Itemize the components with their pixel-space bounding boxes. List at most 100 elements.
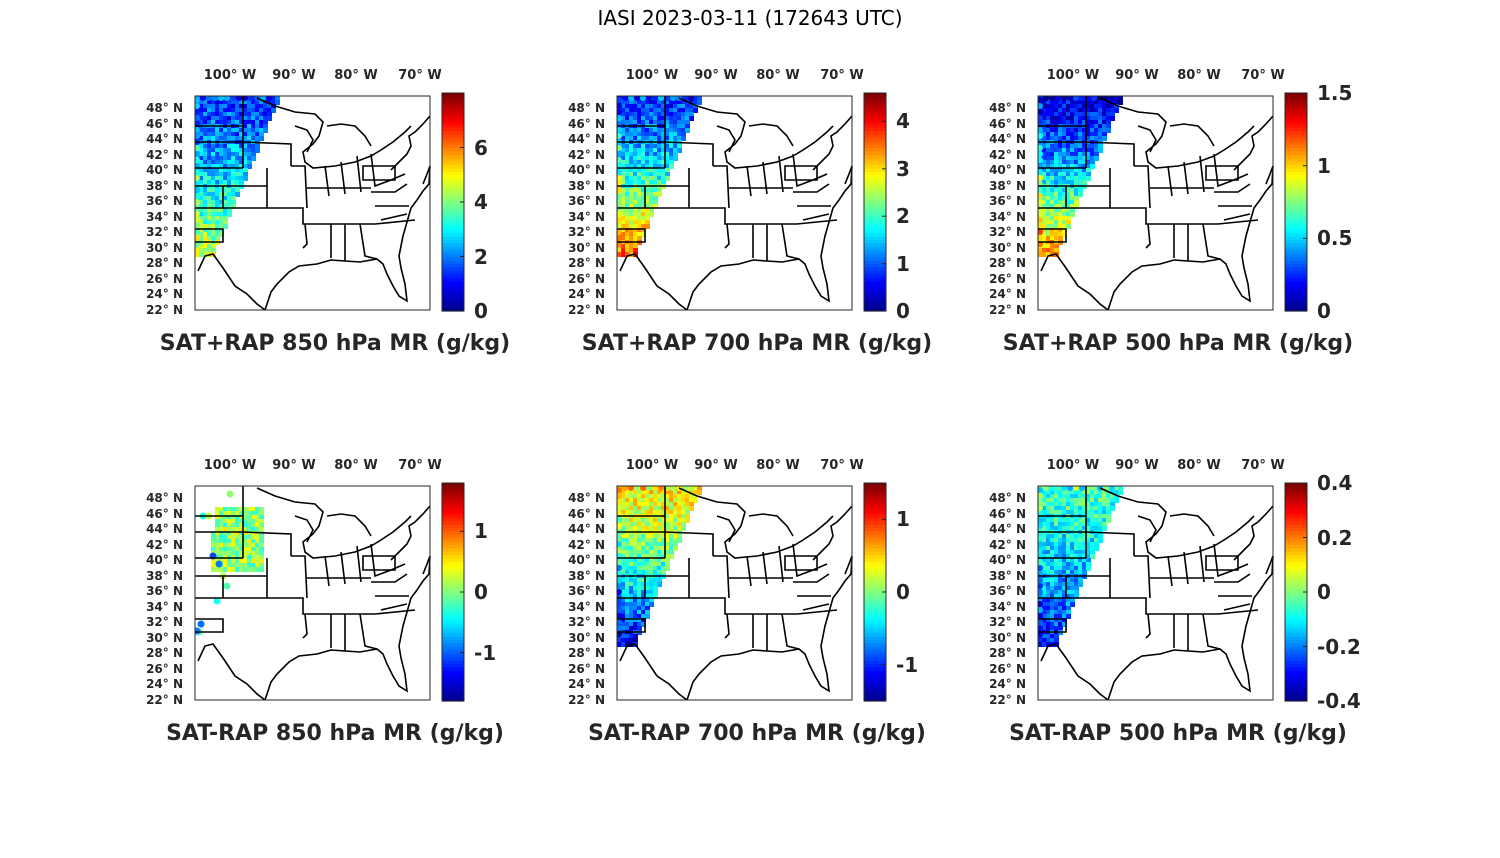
- swath-pixel: [641, 220, 646, 225]
- swath-pixel: [1102, 526, 1107, 531]
- swath-pixel: [665, 538, 670, 543]
- colorbar-step: [1285, 643, 1307, 648]
- swath-pixel: [677, 104, 682, 109]
- lat-tick-label: 44° N: [568, 132, 605, 147]
- swath-pixel: [669, 490, 674, 495]
- swath-pixel: [657, 116, 662, 121]
- edge-point: [617, 559, 622, 565]
- swath-pixel: [231, 507, 236, 512]
- swath-pixel: [211, 112, 216, 117]
- colorbar-step: [864, 232, 886, 237]
- swath-pixel: [665, 160, 670, 165]
- swath-pixel: [665, 566, 670, 571]
- swath-pixel: [231, 152, 236, 157]
- swath-data: [1038, 486, 1123, 647]
- swath-pixel: [215, 539, 220, 544]
- swath-pixel: [219, 104, 224, 109]
- colorbar-tick-label: 2: [474, 244, 488, 269]
- swath-pixel: [661, 120, 666, 125]
- swath-pixel: [649, 506, 654, 511]
- colorbar-step: [442, 140, 464, 145]
- swath-pixel: [227, 128, 232, 133]
- swath-pixel: [1054, 144, 1059, 149]
- edge-point: [195, 223, 200, 229]
- swath-pixel: [653, 494, 658, 499]
- colorbar-step: [1285, 116, 1307, 121]
- swath-pixel: [657, 570, 662, 575]
- swath-pixel: [223, 563, 228, 568]
- edge-point: [1038, 127, 1043, 133]
- swath-pixel: [255, 112, 260, 117]
- colorbar-step: [864, 229, 886, 234]
- swath-pixel: [625, 494, 630, 499]
- swath-pixel: [661, 156, 666, 161]
- swath-pixel: [1038, 248, 1043, 253]
- swath-pixel: [621, 506, 626, 511]
- colorbar-step: [442, 246, 464, 251]
- edge-point: [617, 601, 622, 607]
- swath-pixel: [1050, 546, 1055, 551]
- edge-point: [1091, 96, 1097, 101]
- swath-pixel: [203, 100, 208, 105]
- swath-pixel: [199, 204, 204, 209]
- swath-pixel: [1058, 228, 1063, 233]
- swath-pixel: [207, 216, 212, 221]
- swath-pixel: [653, 562, 658, 567]
- swath-pixel: [1050, 570, 1055, 575]
- swath-pixel: [621, 550, 626, 555]
- edge-point: [1038, 97, 1043, 103]
- lat-tick-label: 46° N: [146, 116, 183, 131]
- swath-pixel: [641, 188, 646, 193]
- lon-tick-label: 100° W: [203, 458, 257, 473]
- swath-pixel: [633, 244, 638, 249]
- swath-pixel: [1066, 506, 1071, 511]
- swath-pixel: [1042, 490, 1047, 495]
- swath-pixel: [665, 168, 670, 173]
- swath-pixel: [681, 116, 686, 121]
- colorbar-step: [442, 609, 464, 614]
- swath-pixel: [1086, 498, 1091, 503]
- swath-pixel: [629, 498, 634, 503]
- swath-pixel: [673, 526, 678, 531]
- swath-pixel: [657, 104, 662, 109]
- swath-pixel: [649, 120, 654, 125]
- edge-point: [1038, 547, 1043, 553]
- colorbar-step: [1285, 649, 1307, 654]
- swath-pixel: [661, 534, 666, 539]
- swath-pixel: [1042, 622, 1047, 627]
- swath-pixel: [633, 116, 638, 121]
- edge-point: [617, 199, 622, 205]
- swath-pixel: [239, 152, 244, 157]
- swath-pixel: [1074, 590, 1079, 595]
- swath-pixel: [1078, 164, 1083, 169]
- swath-pixel: [621, 228, 626, 233]
- swath-pixel: [243, 531, 248, 536]
- swath-pixel: [1086, 538, 1091, 543]
- swath-pixel: [1062, 128, 1067, 133]
- swath-pixel: [1062, 594, 1067, 599]
- swath-pixel: [223, 212, 228, 217]
- swath-pixel: [1062, 526, 1067, 531]
- colorbar-step: [864, 527, 886, 532]
- swath-pixel: [1110, 100, 1115, 105]
- swath-pixel: [219, 160, 224, 165]
- swath-pixel: [1086, 502, 1091, 507]
- colorbar: [441, 92, 465, 312]
- swath-pixel: [1062, 602, 1067, 607]
- swath-pixel: [621, 148, 626, 153]
- edge-point: [617, 607, 622, 613]
- swath-pixel: [641, 550, 646, 555]
- swath-pixel: [645, 510, 650, 515]
- edge-point: [195, 217, 200, 223]
- state-boundaries: [1038, 486, 1274, 701]
- swath-pixel: [665, 128, 670, 133]
- colorbar-step: [442, 510, 464, 515]
- swath-pixel: [665, 498, 670, 503]
- swath-pixel: [1046, 546, 1051, 551]
- swath-pixel: [621, 212, 626, 217]
- swath-pixel: [625, 148, 630, 153]
- lon-tick-label: 70° W: [820, 68, 864, 83]
- swath-pixel: [1038, 638, 1043, 643]
- swath-pixel: [1078, 542, 1083, 547]
- swath-pixel: [203, 116, 208, 121]
